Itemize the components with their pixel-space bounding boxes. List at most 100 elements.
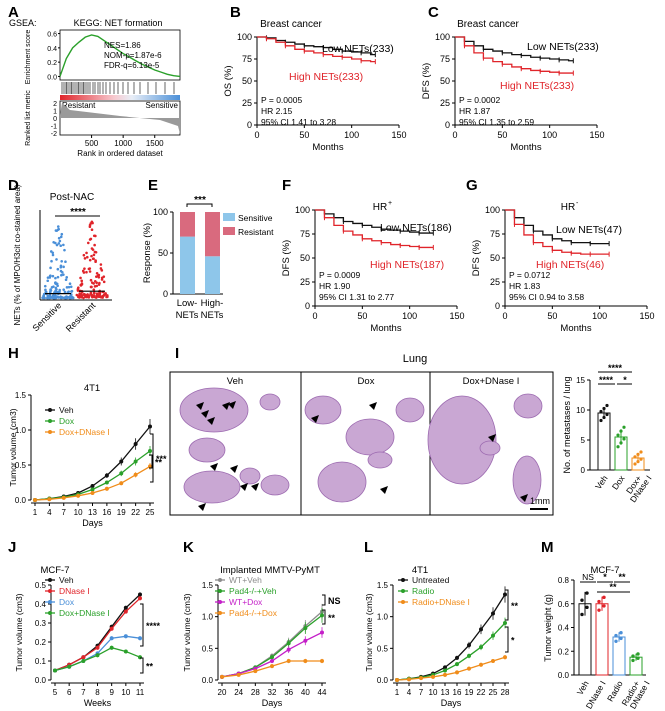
J-data-point	[109, 645, 114, 650]
M-ylabel: Tumor weight (g)	[543, 594, 553, 662]
metastasis-arrow	[207, 417, 215, 425]
K-data-point	[253, 669, 258, 674]
K-legend-marker-2	[218, 600, 222, 604]
I-sig-0: ****	[608, 363, 623, 373]
L-sig-bracket-1	[505, 626, 509, 653]
data-point	[92, 234, 96, 238]
I-title: Lung	[403, 353, 427, 365]
y-tick-label-G: 0	[495, 301, 500, 311]
x-axis-label-F: Months	[370, 323, 401, 334]
K-sig-0: NS	[328, 596, 341, 606]
y-tick-label-G: 75	[490, 229, 500, 239]
panel-label-A: A	[8, 4, 19, 21]
stat-B-2: 95% CI 1.41 to 3.28	[261, 117, 336, 127]
L-sig-bracket-0	[505, 589, 509, 621]
E-cat-2-0: NETs	[176, 310, 199, 321]
I-dot	[622, 425, 626, 429]
data-point	[65, 286, 69, 289]
stat-B-1: HR 2.15	[261, 106, 292, 116]
data-point	[97, 283, 101, 286]
K-x-tick-label: 24	[234, 688, 243, 697]
data-point	[58, 290, 61, 293]
data-point	[77, 294, 80, 297]
data-point	[57, 227, 60, 231]
y-tick-label-B: 100	[237, 32, 252, 42]
rank-y-tick-label: 1	[53, 109, 57, 116]
y-tick-label-G: 50	[490, 253, 500, 263]
J-data-point	[53, 668, 57, 673]
E-sig: ***	[194, 195, 206, 206]
data-point	[95, 284, 99, 288]
stacked-bar-resistant-1	[205, 212, 220, 257]
metastasis-arrow	[380, 486, 388, 494]
K-legend-label-1: Pad4-/-+Veh	[229, 586, 277, 596]
J-legend-label-3: Dox+DNase I	[59, 608, 110, 618]
L-data-point	[407, 677, 411, 682]
J-data-point	[138, 636, 142, 641]
K-sig-1: **	[328, 613, 336, 623]
I-group-label-1: Dox	[358, 376, 375, 387]
M-bar-2	[612, 636, 626, 676]
x-tick-label-C: 0	[452, 130, 457, 140]
K-data-point	[220, 674, 224, 679]
I-dot	[636, 452, 640, 456]
J-data-point	[123, 634, 128, 639]
x-tick-label-G: 150	[639, 311, 654, 321]
lung-tissue-section	[427, 395, 497, 485]
stat-B-0: P = 0.0005	[261, 95, 302, 105]
legend-high-C: High NETs(233)	[500, 80, 574, 92]
panel-label-F: F	[282, 177, 291, 194]
M-dot	[580, 598, 584, 602]
x-tick-label-B: 100	[344, 130, 359, 140]
data-point	[51, 294, 55, 297]
y-tick-label-G: 25	[490, 277, 500, 287]
H-data-point	[33, 498, 37, 502]
data-point	[80, 279, 84, 283]
data-point	[68, 282, 72, 286]
x-tick-label-G: 50	[547, 311, 557, 321]
M-sig-3: **	[609, 582, 617, 592]
H-x-tick-label: 25	[146, 508, 155, 517]
lung-tissue-section	[260, 474, 290, 496]
J-data-point	[138, 596, 142, 601]
dot-category-1: Resistant	[64, 300, 98, 334]
data-point	[86, 293, 89, 296]
M-dot	[602, 604, 606, 608]
data-point	[43, 296, 46, 300]
I-tick-label: 10	[576, 406, 585, 415]
lung-tissue-section	[259, 393, 281, 411]
H-data-point	[90, 491, 95, 495]
M-tick-label: 0.0	[558, 671, 570, 680]
H-x-tick-label: 1	[33, 508, 38, 517]
H-title: 4T1	[84, 383, 100, 394]
data-point	[83, 257, 87, 260]
data-point	[55, 258, 58, 261]
I-dot	[619, 441, 623, 445]
gsea-y-tick-label: 0.2	[47, 60, 57, 67]
H-x-tick-label: 13	[88, 508, 97, 517]
J-legend-marker-0	[48, 578, 52, 582]
enrichment-curve	[59, 34, 181, 78]
data-point	[56, 284, 59, 288]
panel-title-G: HR	[561, 202, 575, 213]
stat-C-0: P = 0.0002	[459, 95, 500, 105]
data-point	[85, 270, 88, 274]
H-x-tick-label: 19	[117, 508, 126, 517]
rank-y-tick-label: 2	[53, 101, 57, 108]
H-x-tick-label: 7	[62, 508, 67, 517]
y-axis-label-F: DFS (%)	[281, 240, 292, 276]
H-x-tick-label: 22	[131, 508, 140, 517]
data-point	[84, 293, 87, 297]
rank-y-tick-label: 0	[53, 116, 57, 123]
K-x-tick-label: 28	[251, 688, 260, 697]
K-sig-bracket-1	[322, 609, 326, 625]
data-point	[99, 263, 103, 266]
gsea-sensitive-label: Sensitive	[146, 101, 179, 110]
M-sig-0: NS	[582, 572, 594, 582]
M-dot	[597, 599, 601, 604]
E-cat-1-0: Low-	[177, 298, 198, 309]
E-tick-label: 50	[158, 248, 168, 258]
L-data-point	[491, 611, 495, 616]
H-sig-bracket-0	[150, 433, 154, 483]
data-point	[62, 273, 65, 276]
